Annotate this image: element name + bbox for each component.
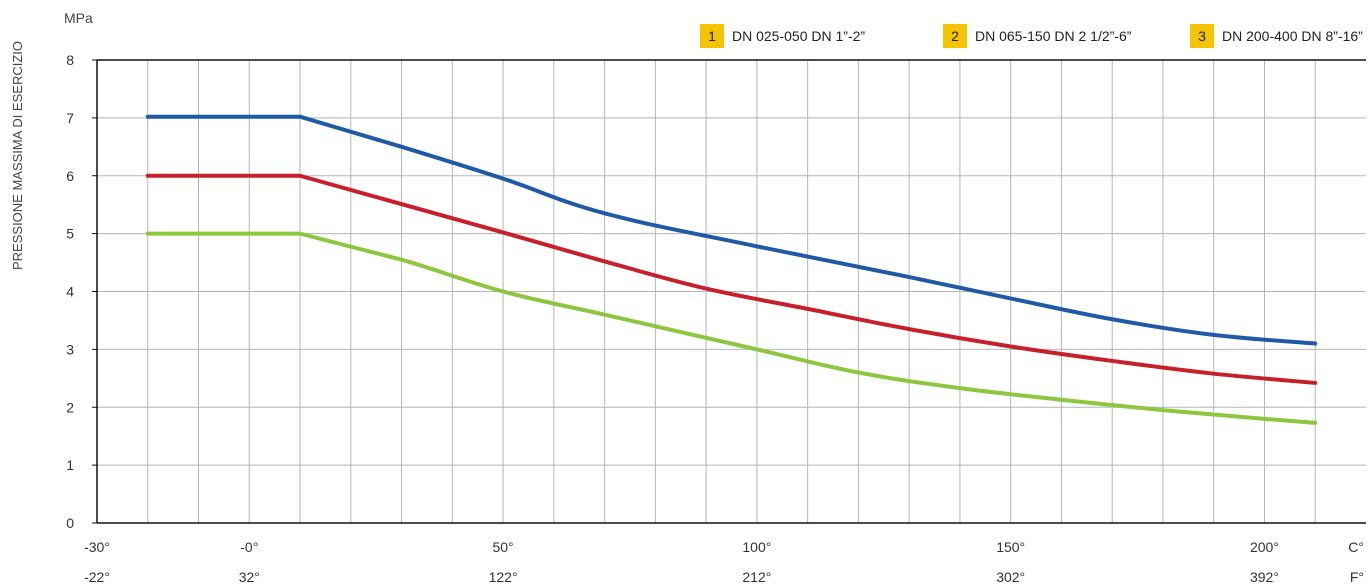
- x-tick-label-fahrenheit: 302°: [996, 569, 1025, 585]
- y-tick-label: 2: [66, 399, 74, 415]
- x-tick-label-celsius: 150°: [996, 539, 1025, 555]
- x-tick-label-celsius: 50°: [492, 539, 513, 555]
- legend-number-3: 3: [1190, 24, 1214, 48]
- series-line-3: [145, 231, 1318, 425]
- series-line-1: [145, 114, 1318, 346]
- x-tick-label-celsius: -30°: [84, 539, 110, 555]
- y-tick-label: 7: [66, 110, 74, 126]
- x-tick-label-fahrenheit: 32°: [239, 569, 260, 585]
- y-tick-label: 6: [66, 168, 74, 184]
- y-tick-label: 4: [66, 284, 74, 300]
- legend-item-2: 2 DN 065-150 DN 2 1/2”-6”: [943, 24, 1131, 48]
- x-unit-fahrenheit: F°: [1350, 569, 1364, 585]
- y-tick-label: 3: [66, 341, 74, 357]
- y-tick-label: 1: [66, 457, 74, 473]
- y-tick-label: 0: [66, 515, 74, 531]
- series-line-2: [145, 173, 1318, 385]
- legend-item-1: 1 DN 025-050 DN 1”-2”: [700, 24, 865, 48]
- legend-number-2: 2: [943, 24, 967, 48]
- x-tick-label-celsius: -0°: [240, 539, 258, 555]
- legend-item-3: 3 DN 200-400 DN 8”-16”: [1190, 24, 1363, 48]
- x-tick-label-celsius: 100°: [742, 539, 771, 555]
- x-unit-celsius: C°: [1348, 539, 1364, 555]
- legend-label-3: DN 200-400 DN 8”-16”: [1222, 28, 1363, 44]
- x-tick-label-fahrenheit: -22°: [84, 569, 110, 585]
- y-tick-label: 5: [66, 226, 74, 242]
- legend-label-2: DN 065-150 DN 2 1/2”-6”: [975, 28, 1132, 44]
- x-tick-label-fahrenheit: 122°: [489, 569, 518, 585]
- x-tick-label-celsius: 200°: [1250, 539, 1279, 555]
- x-tick-label-fahrenheit: 212°: [742, 569, 771, 585]
- y-unit-label: MPa: [64, 10, 93, 26]
- legend-label-1: DN 025-050 DN 1”-2”: [732, 28, 866, 44]
- y-tick-label: 8: [66, 52, 74, 68]
- x-tick-label-fahrenheit: 392°: [1250, 569, 1279, 585]
- legend-number-1: 1: [700, 24, 724, 48]
